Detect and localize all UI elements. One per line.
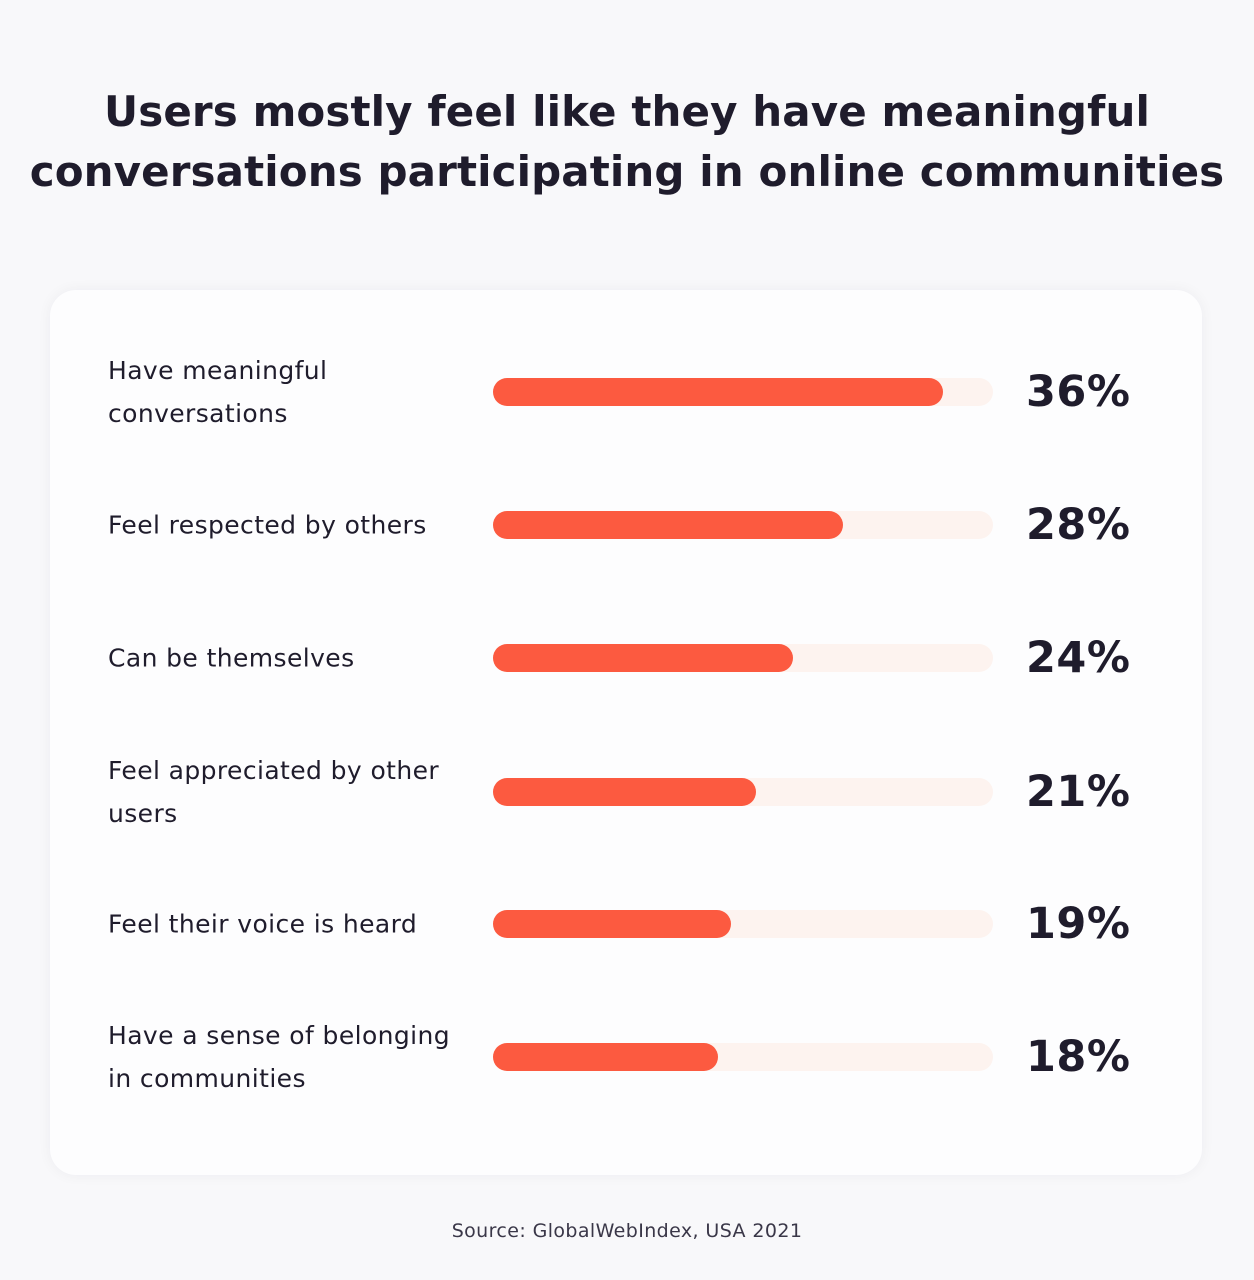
category-label: Feel respected by others [108, 504, 478, 547]
category-label-line: Have meaningful [108, 356, 328, 385]
category-label-line: Can be themselves [108, 643, 355, 673]
category-label: Can be themselves [108, 637, 478, 680]
bar [493, 910, 731, 938]
bar [493, 511, 843, 539]
bar [493, 378, 943, 406]
chart-title: Users mostly feel like they have meaning… [0, 82, 1254, 202]
bar-row: Have a sense of belonging in communities 1… [50, 1007, 1202, 1107]
value-label: 28% [1026, 500, 1131, 550]
category-label: Have meaningful conversations [108, 349, 478, 435]
category-label: Feel appreciated by other users [108, 749, 478, 835]
bar-track [493, 511, 993, 539]
category-label-line: Feel respected by others [108, 510, 427, 540]
value-label: 21% [1026, 767, 1131, 817]
chart-title-line-2: conversations participating in online co… [29, 147, 1225, 196]
category-label: Have a sense of belonging in communities [108, 1014, 478, 1100]
bar-row: Can be themselves 24% [50, 608, 1202, 708]
category-label-line: users [108, 799, 178, 828]
bar-track [493, 644, 993, 672]
category-label-line: Feel appreciated by other [108, 756, 440, 785]
value-label: 18% [1026, 1032, 1131, 1082]
value-label: 24% [1026, 633, 1131, 683]
bar [493, 644, 793, 672]
category-label-line: Feel their voice is heard [108, 909, 418, 939]
category-label-line: in communities [108, 1064, 306, 1093]
bar [493, 1043, 718, 1071]
bar-track [493, 910, 993, 938]
bar-row: Feel appreciated by other users 21% [50, 742, 1202, 842]
bar-row: Feel their voice is heard 19% [50, 874, 1202, 974]
category-label-line: conversations [108, 399, 288, 428]
value-label: 36% [1026, 367, 1131, 417]
chart-card: Have meaningful conversations 36% Feel resp… [50, 290, 1202, 1175]
category-label: Feel their voice is heard [108, 903, 478, 946]
bar-row: Have meaningful conversations 36% [50, 342, 1202, 442]
bar-track [493, 1043, 993, 1071]
source-note: Source: GlobalWebIndex, USA 2021 [451, 1220, 803, 1242]
bar [493, 778, 756, 806]
bar-track [493, 378, 993, 406]
bar-row: Feel respected by others 28% [50, 475, 1202, 575]
category-label-line: Have a sense of belonging [108, 1021, 451, 1050]
chart-title-line-1: Users mostly feel like they have meaning… [104, 87, 1150, 136]
bar-track [493, 778, 993, 806]
value-label: 19% [1026, 899, 1131, 949]
